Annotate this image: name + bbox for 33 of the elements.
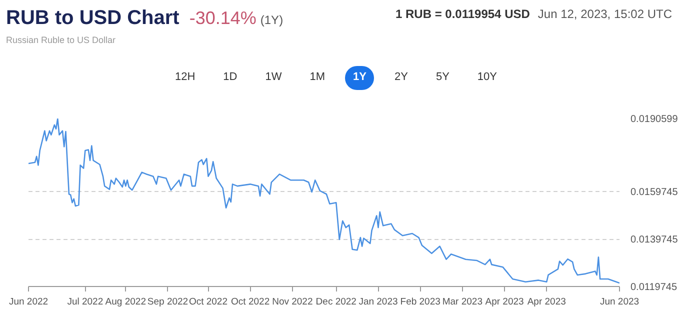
y-tick-label: 0.0119745 — [630, 282, 678, 293]
text: -30.14% — [189, 8, 256, 28]
text: 10Y — [476, 70, 498, 85]
x-tick-label: Nov 2022 — [272, 296, 313, 308]
x-tick-label: Jun 2022 — [8, 296, 48, 308]
text: 5Y — [434, 70, 450, 85]
text: 1 RUB = 0.0119954 USD — [395, 7, 530, 21]
chart-title: RUB to USD Chart — [6, 7, 180, 29]
y-tick-label: 0.0159745 — [630, 187, 678, 198]
text: 2Y — [393, 70, 409, 85]
text: (1Y) — [260, 13, 284, 27]
text: 1W — [264, 70, 283, 85]
x-tick-label: Oct 2022 — [188, 296, 228, 308]
y-tick-label: 0.0139745 — [630, 234, 678, 246]
x-tick-label: Mar 2023 — [442, 296, 483, 308]
text: 1M — [308, 70, 326, 85]
chart-subtitle: Russian Ruble to US Dollar — [6, 34, 116, 47]
text: Jun 12, 2023, 15:02 UTC — [538, 7, 672, 21]
x-tick-label: Jul 2022 — [67, 296, 104, 308]
text: 1Y — [345, 66, 374, 90]
text: 1D — [222, 70, 238, 85]
x-tick-label: Dec 2022 — [316, 296, 356, 308]
y-tick-label: 0.0190599 — [630, 114, 678, 125]
line-series — [28, 118, 620, 284]
x-tick-label: Jan 2023 — [358, 296, 398, 308]
x-tick-label: Apr 2023 — [527, 296, 566, 308]
x-tick-label: Oct 2022 — [231, 296, 270, 308]
x-tick-label: Apr 2023 — [485, 296, 524, 308]
x-tick-label: Jun 2023 — [600, 296, 640, 308]
text: 12H — [174, 70, 196, 85]
x-tick-label: Feb 2023 — [400, 296, 440, 308]
x-tick-label: Aug 2022 — [105, 296, 146, 308]
x-tick-label: Sep 2022 — [147, 296, 188, 308]
